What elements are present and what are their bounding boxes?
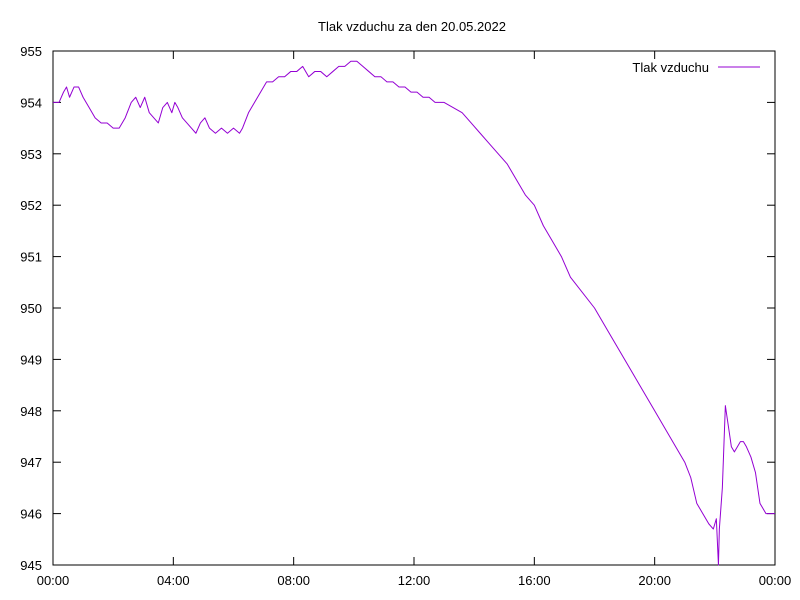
y-tick-label: 947 xyxy=(20,455,42,470)
x-tick-label: 00:00 xyxy=(759,573,792,588)
y-tick-label: 951 xyxy=(20,250,42,265)
axis-ticks: 945 946 947 948 949 950 951 952 953 954 955 00:00 04… xyxy=(20,44,791,588)
x-tick-label: 16:00 xyxy=(518,573,551,588)
series-layer xyxy=(53,60,775,566)
y-tick-label: 948 xyxy=(20,404,42,419)
series-line xyxy=(53,60,775,566)
x-tick-label: 12:00 xyxy=(398,573,431,588)
y-tick-label: 954 xyxy=(20,95,42,110)
y-tick-label: 953 xyxy=(20,147,42,162)
legend-label: Tlak vzduchu xyxy=(632,60,709,75)
x-tick-label: 00:00 xyxy=(37,573,70,588)
y-tick-label: 945 xyxy=(20,558,42,573)
chart-title: Tlak vzduchu za den 20.05.2022 xyxy=(318,19,506,34)
plot-frame xyxy=(52,50,776,566)
y-tick-label: 946 xyxy=(20,507,42,522)
y-tick-label: 952 xyxy=(20,198,42,213)
x-tick-label: 20:00 xyxy=(638,573,671,588)
y-tick-label: 955 xyxy=(20,44,42,59)
x-tick-label: 04:00 xyxy=(157,573,190,588)
y-tick-label: 950 xyxy=(20,301,42,316)
x-tick-label: 08:00 xyxy=(277,573,310,588)
y-tick-label: 949 xyxy=(20,352,42,367)
legend: Tlak vzduchu xyxy=(632,60,760,75)
